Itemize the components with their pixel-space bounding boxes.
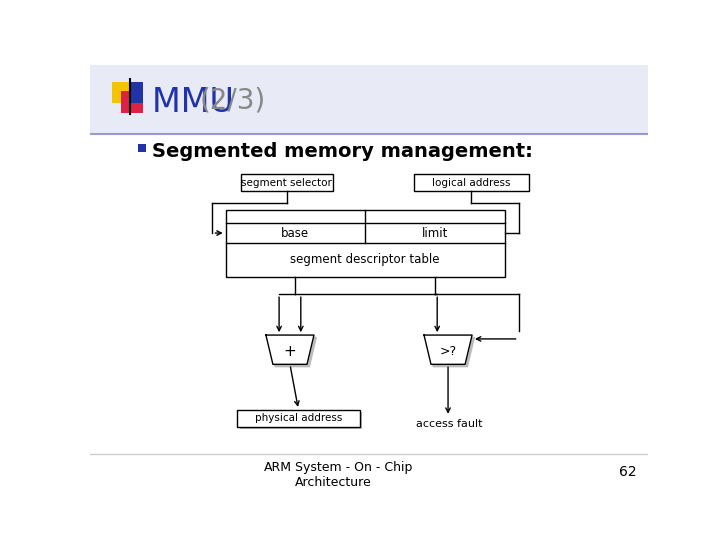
Bar [112, 82, 133, 103]
Bar [121, 91, 143, 112]
Polygon shape [424, 335, 472, 365]
Text: +: + [284, 344, 297, 359]
Bar [225, 210, 505, 278]
Bar [414, 174, 528, 191]
Text: (2/3): (2/3) [200, 86, 266, 114]
Text: ARM: ARM [264, 461, 292, 474]
Text: physical address: physical address [255, 413, 342, 423]
Bar [90, 65, 648, 134]
Bar [138, 144, 145, 152]
Text: 62: 62 [618, 465, 636, 479]
Polygon shape [269, 338, 316, 367]
Polygon shape [426, 338, 474, 367]
Text: segment descriptor table: segment descriptor table [290, 253, 440, 267]
Polygon shape [266, 335, 314, 365]
Text: access fault: access fault [415, 418, 482, 429]
Text: MMU: MMU [152, 86, 245, 119]
Text: Segmented memory management:: Segmented memory management: [152, 142, 533, 161]
Text: base: base [282, 227, 310, 240]
Bar [238, 410, 360, 427]
Text: segment selector: segment selector [241, 178, 333, 187]
Text: >?: >? [439, 345, 456, 357]
Bar [240, 412, 362, 429]
Text: System - On - Chip
Architecture: System - On - Chip Architecture [295, 461, 413, 489]
Bar [130, 82, 143, 103]
Text: limit: limit [422, 227, 448, 240]
Text: logical address: logical address [432, 178, 510, 187]
Bar [241, 174, 333, 191]
